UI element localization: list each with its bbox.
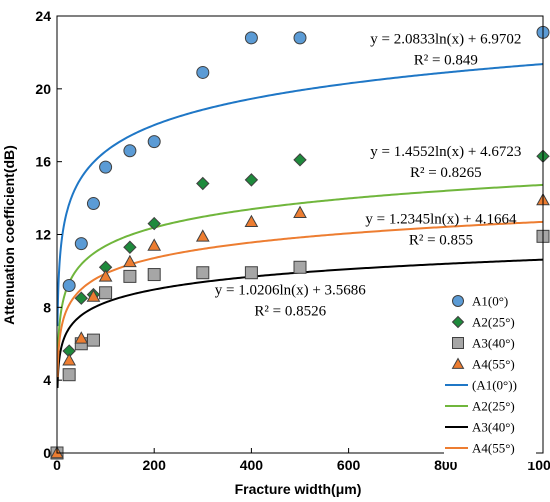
legend-marker: [451, 315, 465, 329]
data-point: [86, 289, 101, 302]
data-point: [62, 353, 76, 366]
legend-label: A2(25°): [472, 399, 515, 414]
fit-lines: [56, 63, 544, 389]
fit-r-squared: R² = 0.8526: [254, 304, 326, 320]
legend-marker: [452, 295, 464, 307]
data-point: [195, 229, 210, 242]
data-point: [244, 31, 258, 45]
y-tick-label: 20: [35, 81, 51, 97]
fit-r-squared: R² = 0.855: [409, 233, 473, 249]
x-tick-label: 200: [143, 457, 167, 473]
data-point: [123, 254, 137, 268]
data-point: [98, 269, 113, 282]
legend-marker: [452, 337, 464, 349]
legend-label: (A1(0°)): [472, 378, 517, 393]
axes: 0200400600800100004812162024: [35, 8, 550, 473]
legend: A1(0°) A2(25°) A3(40°) A4(55°) (A1(0°)) A2(25…: [444, 288, 536, 462]
data-point: [147, 216, 161, 231]
y-tick-label: 0: [43, 445, 51, 461]
fit-equation: y = 1.2345ln(x) + 4.1664: [365, 212, 517, 228]
legend-label: A3(40°): [472, 420, 515, 435]
legend-box: [444, 288, 536, 462]
x-axis-title: Fracture width(μm): [235, 481, 362, 497]
data-point: [99, 286, 113, 300]
data-point: [123, 269, 137, 283]
fit-line: [56, 220, 544, 378]
data-point: [123, 240, 137, 254]
data-point: [244, 214, 259, 228]
data-point: [74, 331, 89, 344]
legend-label: A4(55°): [472, 441, 515, 456]
x-tick-label: 0: [53, 457, 61, 473]
y-axis-title: Attenuation coefficient(dB): [1, 145, 17, 325]
data-point: [123, 144, 137, 158]
y-tick-label: 8: [43, 299, 51, 315]
fit-line: [56, 183, 544, 368]
x-tick-label: 600: [337, 457, 361, 473]
data-point: [244, 266, 258, 280]
data-point: [196, 266, 210, 280]
data-point: [196, 176, 210, 191]
data-point: [293, 260, 307, 274]
y-tick-label: 24: [35, 8, 51, 24]
y-tick-label: 16: [35, 154, 51, 170]
x-tick-label: 400: [240, 457, 264, 473]
legend-label: A4(55°): [472, 357, 515, 372]
fit-line: [56, 258, 544, 389]
data-point: [293, 31, 307, 45]
fit-line: [56, 63, 544, 327]
fit-equation: y = 1.0206ln(x) + 3.5686: [215, 283, 367, 299]
data-points: [50, 25, 550, 460]
data-point: [74, 237, 88, 251]
legend-label: A2(25°): [472, 315, 515, 330]
data-point: [293, 205, 307, 218]
legend-marker: [451, 357, 465, 369]
data-point: [62, 368, 76, 382]
data-point: [86, 333, 100, 347]
data-point: [147, 238, 162, 251]
data-point: [244, 173, 259, 187]
fit-equation: y = 2.0833ln(x) + 6.9702: [370, 31, 521, 47]
annotations: y = 2.0833ln(x) + 6.9702 R² = 0.849 y = 1.…: [215, 31, 522, 319]
y-tick-label: 4: [43, 372, 51, 388]
data-point: [99, 160, 113, 174]
data-point: [147, 268, 161, 282]
data-point: [62, 278, 76, 292]
data-point: [86, 197, 100, 211]
fit-r-squared: R² = 0.8265: [410, 165, 482, 181]
legend-label: A3(40°): [472, 336, 515, 351]
data-point: [74, 291, 89, 305]
fit-r-squared: R² = 0.849: [414, 52, 478, 68]
data-point: [147, 135, 161, 149]
y-tick-label: 12: [35, 227, 51, 243]
legend-label: A1(0°): [472, 294, 508, 309]
fit-equation: y = 1.4552ln(x) + 4.6723: [370, 144, 521, 160]
data-point: [196, 65, 210, 79]
data-point: [293, 153, 307, 167]
